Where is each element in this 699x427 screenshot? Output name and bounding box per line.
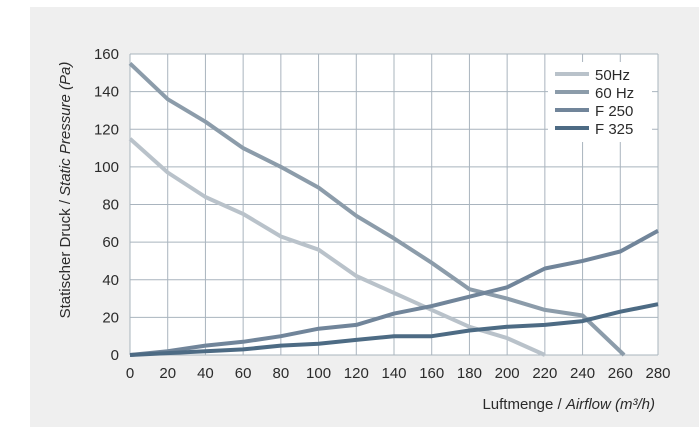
x-tick-label: 100 [306, 365, 331, 382]
y-tick-label: 80 [102, 197, 119, 214]
series-line-2 [128, 61, 626, 357]
y-tick-label: 160 [94, 46, 119, 63]
y-axis-label: Statischer Druck / Static Pressure (Pa) [57, 62, 74, 319]
x-axis-label: Luftmenge / Airflow (m³/h) [482, 396, 655, 413]
x-tick-label: 160 [419, 365, 444, 382]
y-tick-label: 120 [94, 121, 119, 138]
y-tick-label: 140 [94, 84, 119, 101]
x-tick-label: 200 [495, 365, 520, 382]
x-tick-labels: 0 20 40 60 80 100 120 140 160 180 200 220 240 260 280 [126, 365, 671, 382]
x-tick-label: 60 [235, 365, 252, 382]
y-tick-label: 100 [94, 159, 119, 176]
y-tick-label: 40 [102, 272, 119, 289]
series-line-3 [129, 229, 659, 357]
x-tick-label: 80 [273, 365, 290, 382]
x-tick-label: 220 [532, 365, 557, 382]
x-tick-label: 280 [645, 365, 670, 382]
legend-label: 60 Hz [595, 85, 634, 102]
legend-label: F 325 [595, 121, 633, 138]
y-tick-label: 60 [102, 234, 119, 251]
x-tick-label: 180 [457, 365, 482, 382]
x-tick-label: 260 [608, 365, 633, 382]
y-tick-label: 20 [102, 309, 119, 326]
x-tick-label: 120 [344, 365, 369, 382]
x-tick-label: 140 [381, 365, 406, 382]
legend-label: 50Hz [595, 67, 630, 84]
y-tick-label: 0 [111, 347, 119, 364]
series-line-4 [129, 302, 659, 357]
x-tick-label: 20 [159, 365, 176, 382]
series-lines [128, 61, 659, 357]
x-tick-label: 40 [197, 365, 214, 382]
y-tick-labels: 0 20 40 60 80 100 120 140 160 [94, 46, 119, 364]
x-tick-label: 240 [570, 365, 595, 382]
x-tick-label: 0 [126, 365, 134, 382]
legend-label: F 250 [595, 103, 633, 120]
